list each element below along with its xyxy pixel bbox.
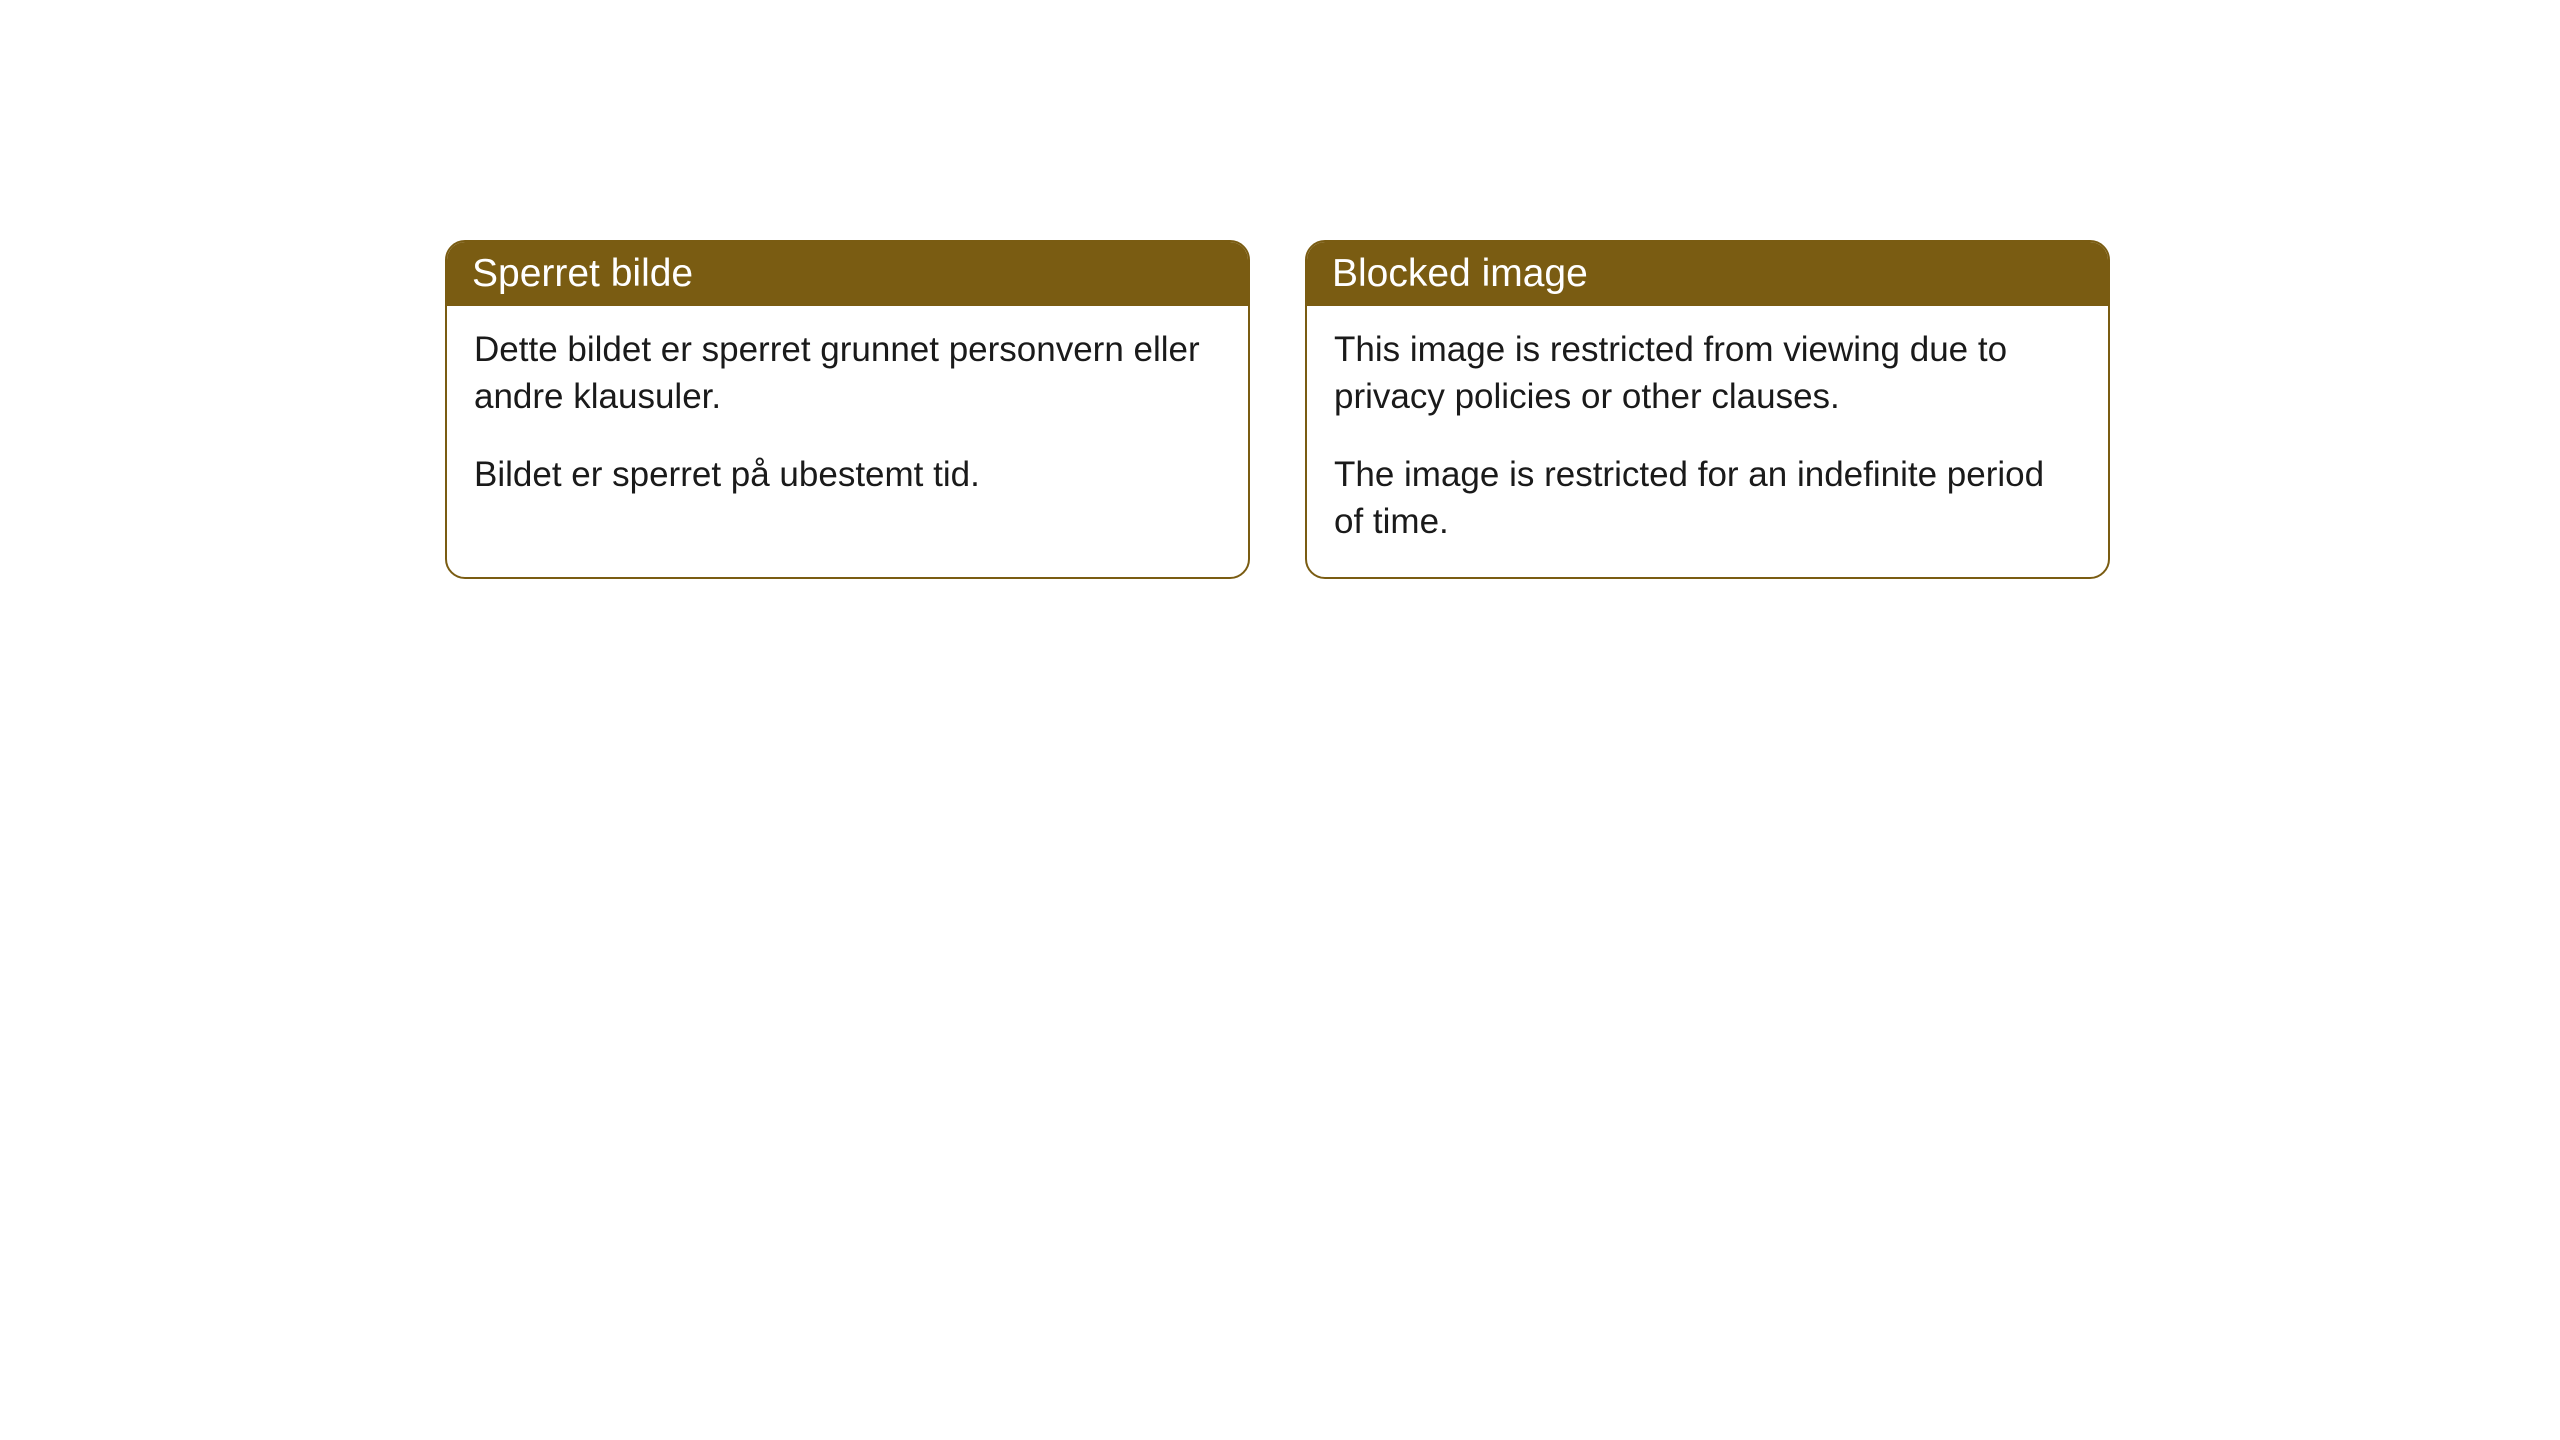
notice-body-en: This image is restricted from viewing du… [1307, 306, 2108, 577]
notice-text-nb-1: Dette bildet er sperret grunnet personve… [474, 326, 1221, 421]
notice-card-en: Blocked image This image is restricted f… [1305, 240, 2110, 579]
notice-header-en: Blocked image [1307, 242, 2108, 306]
notice-body-nb: Dette bildet er sperret grunnet personve… [447, 306, 1248, 530]
notice-card-nb: Sperret bilde Dette bildet er sperret gr… [445, 240, 1250, 579]
notice-text-en-2: The image is restricted for an indefinit… [1334, 451, 2081, 546]
notice-text-en-1: This image is restricted from viewing du… [1334, 326, 2081, 421]
notice-text-nb-2: Bildet er sperret på ubestemt tid. [474, 451, 1221, 498]
notice-container: Sperret bilde Dette bildet er sperret gr… [445, 240, 2110, 579]
notice-header-nb: Sperret bilde [447, 242, 1248, 306]
